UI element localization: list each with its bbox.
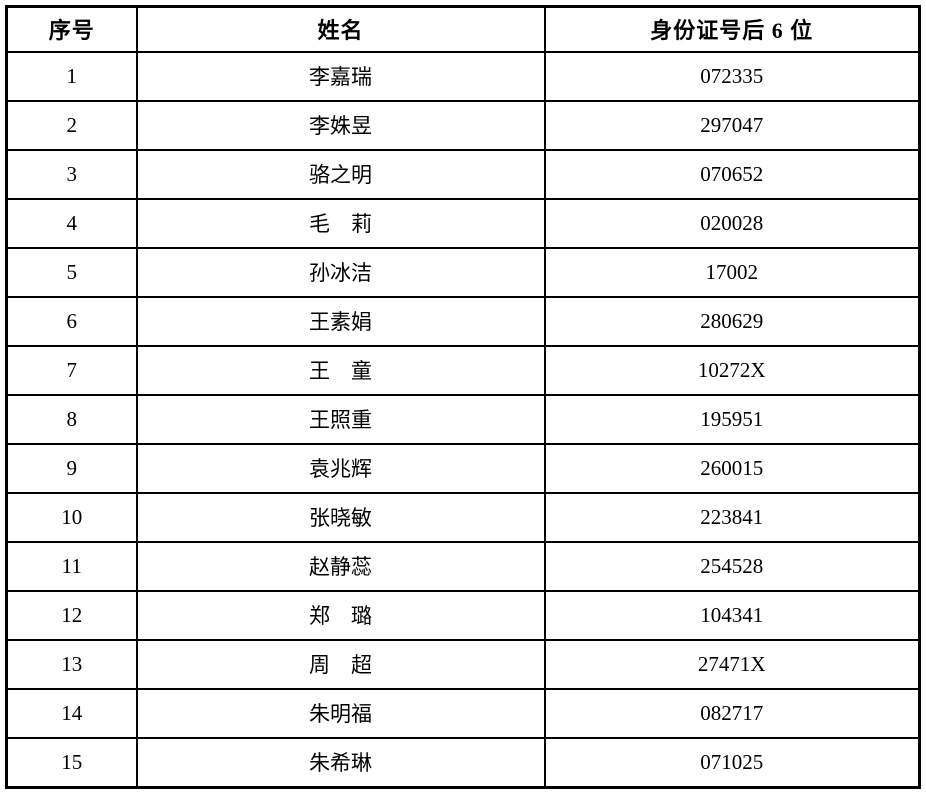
cell-id_last6: 082717 xyxy=(543,687,921,739)
cell-name: 毛 莉 xyxy=(135,197,546,249)
table-row: 12 郑 璐 104341 xyxy=(5,589,921,641)
table-header-row: 序号 姓名 身份证号后 6 位 xyxy=(5,5,921,53)
cell-id_last6: 195951 xyxy=(543,393,921,445)
cell-name: 骆之明 xyxy=(135,148,546,200)
cell-name: 王素娟 xyxy=(135,295,546,347)
cell-name: 袁兆辉 xyxy=(135,442,546,494)
cell-index: 2 xyxy=(5,99,138,151)
table-row: 13 周 超 27471X xyxy=(5,638,921,690)
table-row: 1 李嘉瑞 072335 xyxy=(5,50,921,102)
cell-index: 1 xyxy=(5,50,138,102)
column-header-id_last6: 身份证号后 6 位 xyxy=(543,5,921,53)
cell-index: 9 xyxy=(5,442,138,494)
cell-id_last6: 020028 xyxy=(543,197,921,249)
cell-name: 赵静蕊 xyxy=(135,540,546,592)
column-header-index: 序号 xyxy=(5,5,138,53)
cell-id_last6: 27471X xyxy=(543,638,921,690)
table-row: 9 袁兆辉 260015 xyxy=(5,442,921,494)
cell-index: 8 xyxy=(5,393,138,445)
cell-id_last6: 280629 xyxy=(543,295,921,347)
cell-id_last6: 260015 xyxy=(543,442,921,494)
id-number-table: 序号 姓名 身份证号后 6 位 1 李嘉瑞 072335 2 李姝昱 297047 3 骆之明 07… xyxy=(5,5,921,789)
table-header: 序号 姓名 身份证号后 6 位 xyxy=(5,5,921,53)
table-row: 14 朱明福 082717 xyxy=(5,687,921,739)
cell-index: 5 xyxy=(5,246,138,298)
cell-name: 张晓敏 xyxy=(135,491,546,543)
table-body: 1 李嘉瑞 072335 2 李姝昱 297047 3 骆之明 070652 4 毛 莉 020028… xyxy=(5,50,921,789)
cell-id_last6: 072335 xyxy=(543,50,921,102)
cell-index: 10 xyxy=(5,491,138,543)
cell-index: 4 xyxy=(5,197,138,249)
table-row: 10 张晓敏 223841 xyxy=(5,491,921,543)
cell-name: 李嘉瑞 xyxy=(135,50,546,102)
cell-index: 12 xyxy=(5,589,138,641)
table-row: 5 孙冰洁 17002 xyxy=(5,246,921,298)
cell-id_last6: 223841 xyxy=(543,491,921,543)
table-row: 6 王素娟 280629 xyxy=(5,295,921,347)
cell-index: 7 xyxy=(5,344,138,396)
cell-id_last6: 17002 xyxy=(543,246,921,298)
cell-index: 15 xyxy=(5,736,138,789)
cell-name: 王照重 xyxy=(135,393,546,445)
cell-id_last6: 297047 xyxy=(543,99,921,151)
cell-index: 13 xyxy=(5,638,138,690)
table-row: 11 赵静蕊 254528 xyxy=(5,540,921,592)
table-row: 3 骆之明 070652 xyxy=(5,148,921,200)
table-row: 8 王照重 195951 xyxy=(5,393,921,445)
cell-name: 周 超 xyxy=(135,638,546,690)
cell-index: 11 xyxy=(5,540,138,592)
cell-name: 李姝昱 xyxy=(135,99,546,151)
cell-id_last6: 104341 xyxy=(543,589,921,641)
cell-name: 郑 璐 xyxy=(135,589,546,641)
cell-id_last6: 070652 xyxy=(543,148,921,200)
column-header-name: 姓名 xyxy=(135,5,546,53)
cell-id_last6: 10272X xyxy=(543,344,921,396)
cell-index: 14 xyxy=(5,687,138,739)
cell-index: 3 xyxy=(5,148,138,200)
cell-id_last6: 254528 xyxy=(543,540,921,592)
cell-name: 王 童 xyxy=(135,344,546,396)
cell-name: 孙冰洁 xyxy=(135,246,546,298)
cell-id_last6: 071025 xyxy=(543,736,921,789)
cell-index: 6 xyxy=(5,295,138,347)
table-row: 2 李姝昱 297047 xyxy=(5,99,921,151)
table-row: 15 朱希琳 071025 xyxy=(5,736,921,789)
cell-name: 朱明福 xyxy=(135,687,546,739)
cell-name: 朱希琳 xyxy=(135,736,546,789)
